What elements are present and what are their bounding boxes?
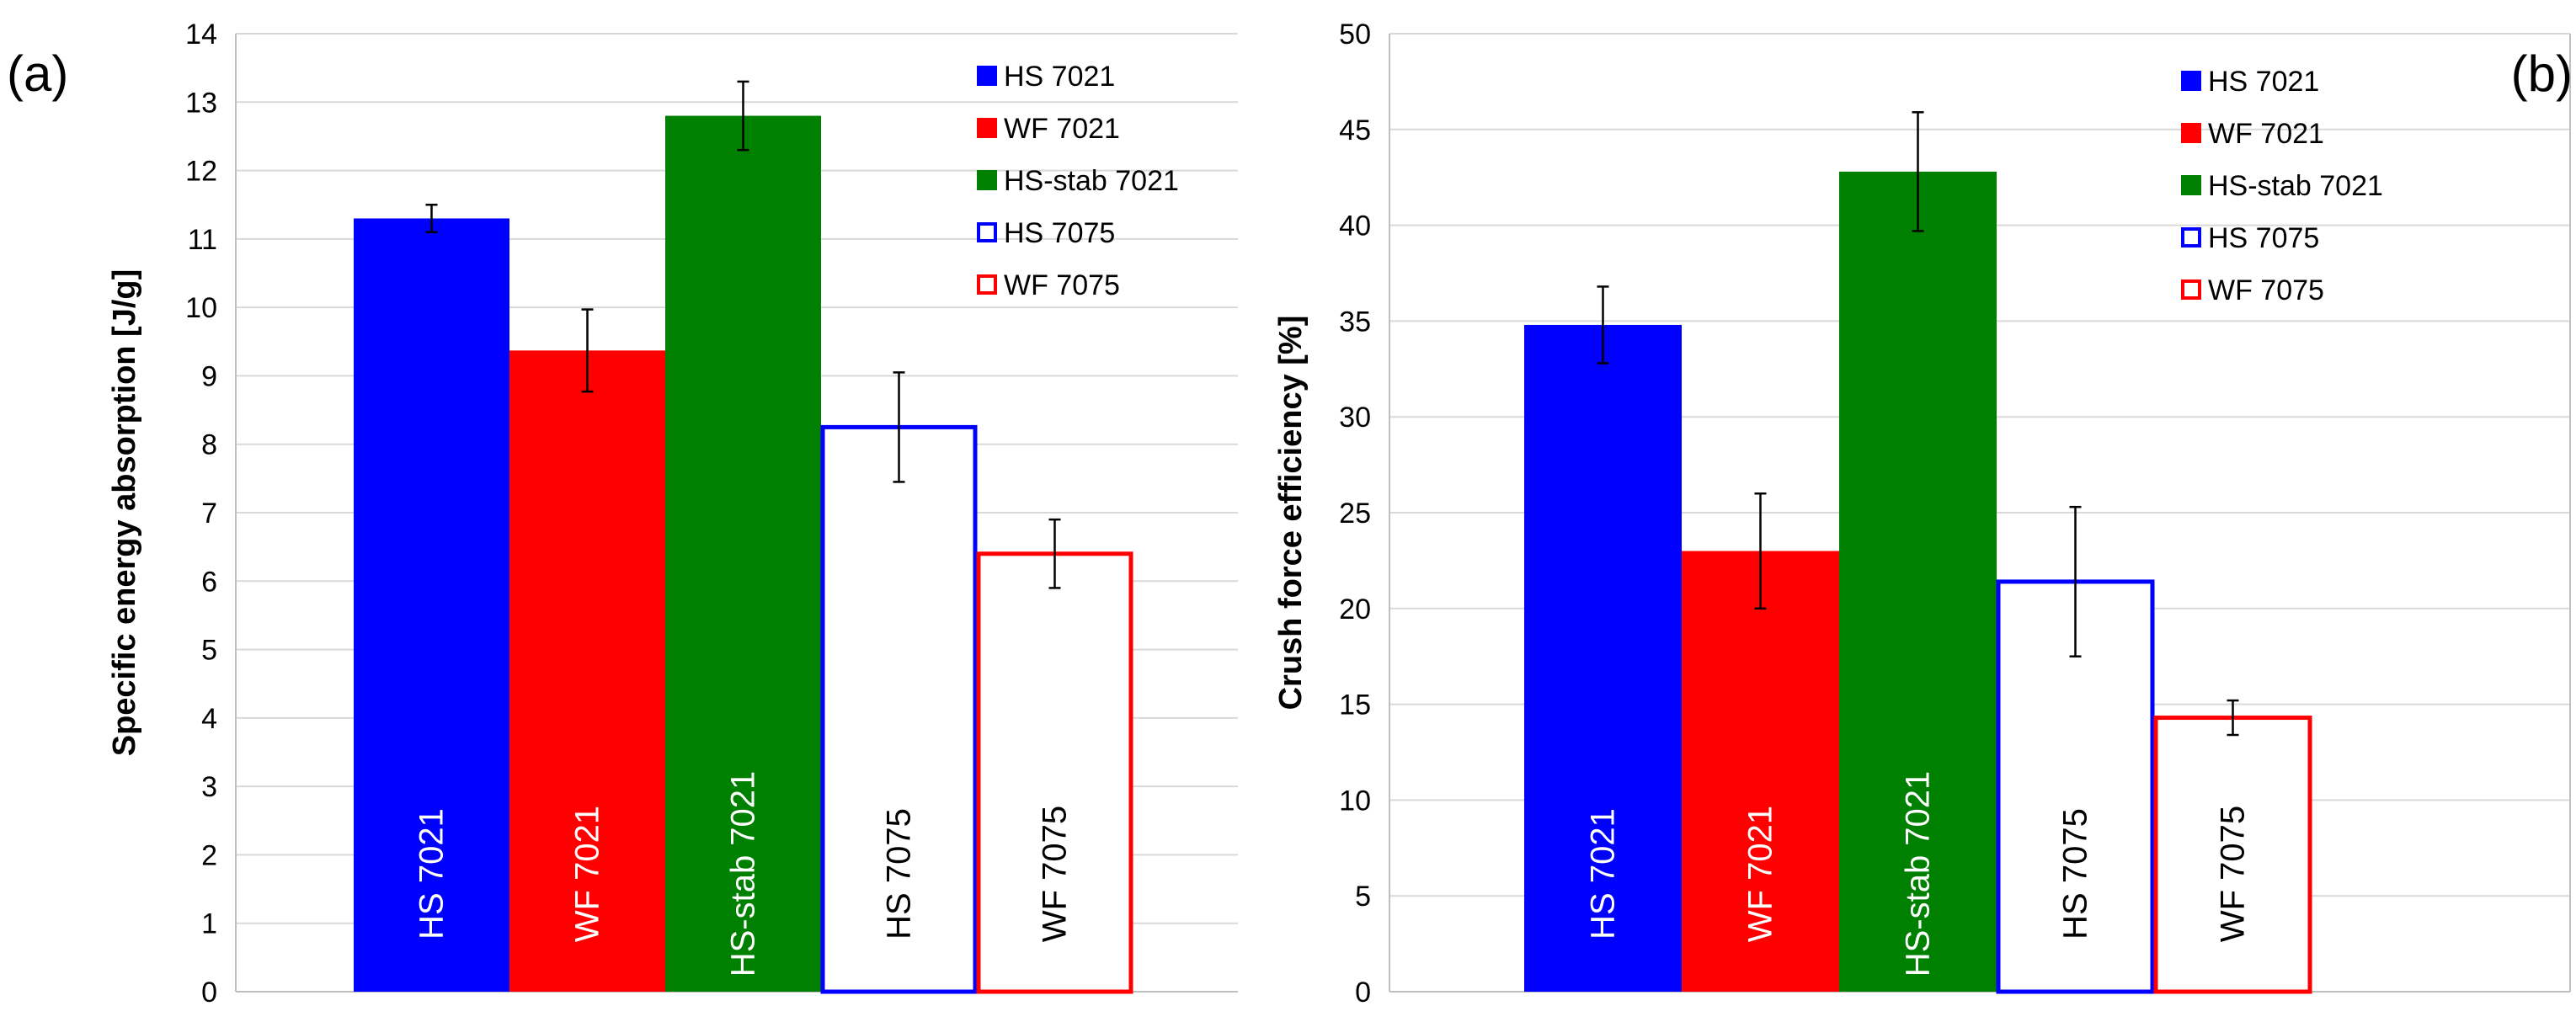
y-tick-label: 4 <box>201 703 217 735</box>
y-tick-label: 13 <box>185 87 217 119</box>
y-tick-label: 0 <box>201 977 217 1009</box>
y-tick-label: 30 <box>1339 402 1371 434</box>
bar-label: WF 7075 <box>1037 806 1074 942</box>
bar-label: HS 7021 <box>413 808 451 939</box>
y-tick-label: 12 <box>185 156 217 188</box>
legend-swatch <box>977 222 997 242</box>
y-tick-label: 14 <box>185 19 217 51</box>
bar-label: HS 7021 <box>1585 808 1622 939</box>
y-tick-label: 6 <box>201 566 217 598</box>
legend-label: HS 7075 <box>1004 217 1115 249</box>
legend-label: WF 7021 <box>1004 113 1120 145</box>
y-tick-label: 5 <box>201 635 217 667</box>
bar-label: WF 7021 <box>569 806 606 942</box>
y-tick-label: 10 <box>185 292 217 324</box>
chart-b: 0 5 10 15 20 25 30 35 40 45 50 Crush force efficien… <box>1273 19 2573 1009</box>
y-tick-label: 7 <box>201 498 217 530</box>
y-tick-label: 8 <box>201 429 217 461</box>
bar-hs-7021 <box>1524 324 1682 992</box>
legend-swatch <box>2181 71 2201 91</box>
y-tick-label: 10 <box>1339 785 1371 817</box>
bar-wf-7021 <box>509 350 665 992</box>
bar-label: WF 7021 <box>1742 806 1779 942</box>
legend-swatch <box>2181 123 2201 143</box>
legend-swatch <box>2181 175 2201 195</box>
y-tick-label: 50 <box>1339 19 1371 51</box>
bar-label: HS-stab 7021 <box>725 771 762 977</box>
bar-hs-stab-7021 <box>1839 171 1997 992</box>
bar-wf-7075 <box>2153 716 2312 994</box>
bar-label: HS 7075 <box>881 808 918 939</box>
y-tick-label: 35 <box>1339 306 1371 338</box>
legend-swatch <box>2181 279 2201 300</box>
y-axis-title: Specific energy absorption [J/g] <box>107 269 142 757</box>
bar-hs-stab-7021 <box>665 115 821 993</box>
y-tick-label: 3 <box>201 771 217 803</box>
legend-swatch <box>977 274 997 295</box>
y-tick-label: 0 <box>1355 977 1371 1009</box>
bar-label: HS-stab 7021 <box>1900 771 1937 977</box>
y-tick-label: 5 <box>1355 881 1371 913</box>
legend-swatch <box>977 170 997 190</box>
legend-swatch <box>977 118 997 138</box>
legend-label: WF 7075 <box>2208 274 2324 306</box>
legend-label: HS 7075 <box>2208 222 2319 254</box>
legend-swatch <box>2181 227 2201 248</box>
legend-label: HS 7021 <box>1004 61 1115 93</box>
y-tick-label: 20 <box>1339 594 1371 625</box>
bar-label: HS 7075 <box>2057 808 2094 939</box>
legend-label: HS 7021 <box>2208 66 2319 98</box>
legend-label: HS-stab 7021 <box>1004 165 1179 197</box>
legend-label: HS-stab 7021 <box>2208 170 2383 202</box>
y-tick-label: 45 <box>1339 114 1371 146</box>
y-axis-title: Crush force efficiency [%] <box>1273 316 1309 711</box>
bar-wf-7021 <box>1682 551 1839 992</box>
legend-label: WF 7075 <box>1004 269 1120 301</box>
y-tick-label: 2 <box>201 839 217 871</box>
y-tick-label: 11 <box>188 224 217 256</box>
panel-label: (a) <box>7 45 68 102</box>
y-tick-label: 1 <box>201 908 217 940</box>
bar-label: WF 7075 <box>2215 806 2252 942</box>
bar-hs-7021 <box>354 218 509 992</box>
panel-label: (b) <box>2511 45 2573 102</box>
y-tick-label: 40 <box>1339 210 1371 242</box>
y-tick-label: 9 <box>201 360 217 392</box>
y-tick-label: 25 <box>1339 498 1371 530</box>
legend-label: WF 7021 <box>2208 118 2324 150</box>
legend-swatch <box>977 66 997 86</box>
y-tick-label: 15 <box>1339 689 1371 721</box>
